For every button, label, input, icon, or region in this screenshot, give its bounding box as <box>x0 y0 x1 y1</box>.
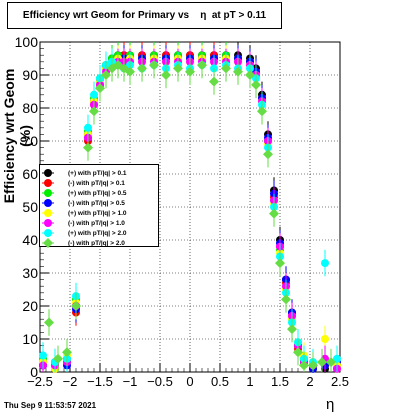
legend-label: (+) with pT/|q| > 0.5 <box>68 189 127 197</box>
y-axis-label: Efficiency wrt Geom (%) <box>1 68 33 204</box>
legend-entry: (+) with pT/|q| > 0.1 <box>40 168 160 178</box>
y-tick-label: 20 <box>22 298 38 314</box>
series-8 <box>44 51 336 372</box>
data-point <box>137 63 147 74</box>
legend-label: (-) with pT/|q| > 0.5 <box>68 199 125 207</box>
data-point <box>299 360 309 371</box>
x-tick-label: −2 <box>63 374 78 389</box>
legend-entry: (-) with pT/|q| > 2.0 <box>40 238 160 248</box>
y-tick-label: 70 <box>22 133 38 149</box>
data-point <box>173 63 183 74</box>
legend: (+) with pT/|q| > 0.1 (-) with pT/|q| > 0… <box>39 164 160 248</box>
legend-entry: (-) with pT/|q| > 0.1 <box>40 178 160 188</box>
x-tick-label: −1.5 <box>87 374 113 389</box>
data-point <box>269 208 279 219</box>
legend-entry: (-) with pT/|q| > 0.5 <box>40 198 160 208</box>
legend-label: (+) with pT/|q| > 2.0 <box>68 229 127 237</box>
x-tick-label: 0.5 <box>211 374 229 389</box>
legend-entry: (+) with pT/|q| > 1.0 <box>40 208 160 218</box>
data-point <box>62 347 72 358</box>
data-point <box>125 66 135 77</box>
legend-marker <box>40 228 56 238</box>
x-tick-label: 2 <box>306 374 313 389</box>
data-point <box>44 317 54 328</box>
y-tick-label: 40 <box>22 232 38 248</box>
data-point <box>257 106 267 117</box>
data-point <box>287 324 297 335</box>
legend-marker <box>40 238 56 248</box>
legend-entry: (+) with pT/|q| > 0.5 <box>40 188 160 198</box>
legend-marker <box>40 168 56 178</box>
timestamp: Thu Sep 9 11:53:57 2021 <box>4 401 97 410</box>
data-point <box>263 149 273 160</box>
legend-label: (+) with pT/|q| > 1.0 <box>68 209 127 217</box>
data-point <box>95 83 105 94</box>
x-tick-label: 1 <box>246 374 253 389</box>
data-point <box>71 301 81 311</box>
x-tick-label: −2.5 <box>27 374 53 389</box>
data-point <box>317 357 327 368</box>
data-point <box>321 335 329 343</box>
y-tick-label: 60 <box>22 166 38 182</box>
data-point <box>39 351 47 360</box>
chart-title: Efficiency wrt Geom for Primary vs η at … <box>7 2 282 29</box>
legend-label: (-) with pT/|q| > 0.1 <box>68 179 125 187</box>
legend-label: (+) with pT/|q| > 0.1 <box>68 169 127 177</box>
x-tick-label: 0 <box>186 374 193 389</box>
data-point <box>209 76 219 87</box>
data-point <box>333 354 341 363</box>
legend-marker <box>40 198 56 208</box>
data-point <box>233 66 243 77</box>
y-tick-label: 50 <box>22 199 38 215</box>
legend-marker <box>40 178 56 188</box>
data-point <box>101 70 111 80</box>
data-point <box>221 63 231 74</box>
y-tick-label: 100 <box>15 34 39 50</box>
x-tick-label: 1.5 <box>271 374 289 389</box>
data-point <box>90 90 98 99</box>
y-tick-labels: 0 10 20 30 40 50 60 70 80 90 100 <box>15 34 39 380</box>
y-tick-label: 80 <box>22 100 38 116</box>
legend-label: (-) with pT/|q| > 1.0 <box>68 219 125 227</box>
data-point <box>321 259 329 268</box>
x-tick-label: −0.5 <box>147 374 173 389</box>
data-point <box>161 70 171 80</box>
x-tick-label: −1 <box>123 374 138 389</box>
data-point <box>326 357 336 368</box>
data-point <box>308 360 318 371</box>
data-point <box>281 294 291 305</box>
data-point <box>83 142 93 153</box>
data-point <box>84 123 92 132</box>
data-point <box>89 106 99 117</box>
y-tick-label: 0 <box>30 364 38 380</box>
x-axis-label: η <box>326 396 335 413</box>
legend-entry: (-) with pT/|q| > 1.0 <box>40 218 160 228</box>
x-tick-label: 2.5 <box>331 374 349 389</box>
legend-marker <box>40 208 56 218</box>
legend-entry: (+) with pT/|q| > 2.0 <box>40 228 160 238</box>
data-point <box>293 347 303 358</box>
data-point <box>251 79 261 90</box>
data-point <box>275 258 285 269</box>
data-point <box>197 60 207 71</box>
legend-marker <box>40 218 56 228</box>
legend-label: (-) with pT/|q| > 2.0 <box>68 239 125 247</box>
legend-marker <box>40 188 56 198</box>
x-tick-labels: −2.5 −2 −1.5 −1 −0.5 0 0.5 1 1.5 2 2.5 <box>27 374 349 389</box>
data-point <box>149 60 159 71</box>
data-point <box>53 353 63 364</box>
data-point <box>185 66 195 77</box>
y-tick-label: 30 <box>22 265 38 281</box>
data-point <box>245 70 255 80</box>
data-marks <box>39 42 341 373</box>
y-tick-label: 90 <box>22 67 38 83</box>
y-tick-label: 10 <box>22 331 38 347</box>
